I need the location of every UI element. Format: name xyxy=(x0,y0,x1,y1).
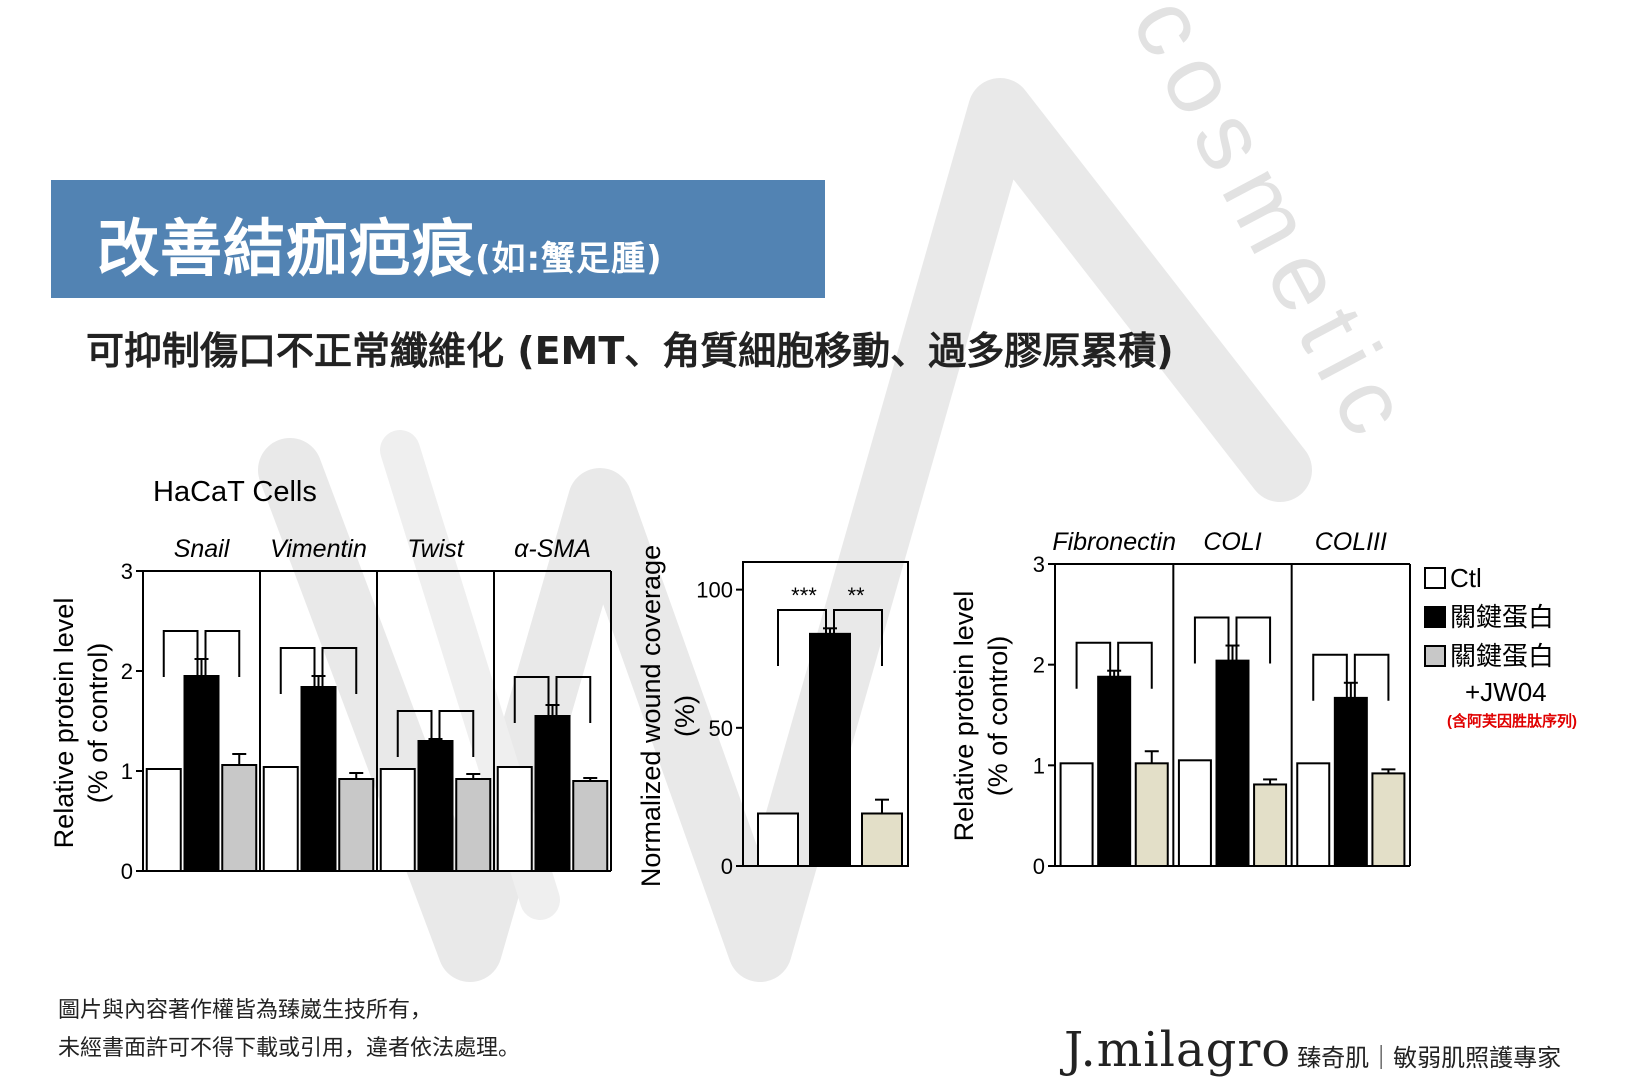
y-axis-label: (%) xyxy=(670,695,700,737)
bar xyxy=(1177,759,1212,867)
y-axis-label: (% of control) xyxy=(83,643,113,804)
significance-bracket xyxy=(513,676,550,723)
brand-logo: J.milagro xyxy=(1064,1022,1292,1078)
significance-bracket xyxy=(279,647,316,694)
watermark-text: cosmetic xyxy=(1130,0,1436,463)
significance-bracket xyxy=(555,676,592,723)
panel-label: COLI xyxy=(1203,528,1261,556)
y-axis-label: (% of control) xyxy=(983,636,1013,797)
y-tick-label: 2 xyxy=(1033,653,1045,678)
panel-label: COLIII xyxy=(1315,528,1387,556)
y-axis-label: Relative protein level xyxy=(49,598,79,849)
y-axis-label: Relative protein level xyxy=(949,591,979,842)
significance-bracket xyxy=(833,609,883,666)
y-tick-label: 3 xyxy=(121,559,133,584)
bar xyxy=(455,778,492,872)
bar xyxy=(1371,772,1406,867)
bar xyxy=(1059,762,1094,868)
copyright-notice: 圖片與內容著作權皆為臻崴生技所有， 未經書面許可不得下載或引用，違者依法處理。 xyxy=(58,992,520,1068)
y-tick-label: 0 xyxy=(1033,854,1045,879)
y-axis-label: Normalized wound coverage xyxy=(636,545,666,887)
bar xyxy=(221,764,258,872)
bar xyxy=(757,812,799,867)
bar xyxy=(1097,675,1132,867)
significance-bracket xyxy=(396,710,433,757)
bar xyxy=(496,766,533,872)
significance-bracket xyxy=(1312,653,1348,701)
y-tick-label: 100 xyxy=(696,578,733,603)
page-subtitle: 可抑制傷口不正常纖維化 (EMT、角質細胞移動、過多膠原累積) xyxy=(86,329,1174,373)
y-tick-label: 3 xyxy=(1033,552,1045,577)
legend-label: +JW04 xyxy=(1465,677,1547,707)
panel-label: Vimentin xyxy=(270,535,367,563)
y-tick-label: 1 xyxy=(1033,753,1045,778)
title-note: (如:蟹足腫) xyxy=(475,239,663,279)
legend-label: Ctl xyxy=(1450,563,1482,593)
significance-bracket xyxy=(1235,616,1272,664)
bar xyxy=(809,632,851,868)
y-tick-label: 50 xyxy=(709,716,733,741)
y-tick-label: 1 xyxy=(121,759,133,784)
y-tick-label: 0 xyxy=(121,859,133,884)
panel-label: α-SMA xyxy=(514,535,591,563)
legend-swatch xyxy=(1424,567,1446,589)
bar xyxy=(1253,783,1288,868)
legend-label: 關鍵蛋白 xyxy=(1450,641,1554,671)
bar xyxy=(262,766,299,872)
y-tick-label: 2 xyxy=(121,659,133,684)
chart-title: HaCaT Cells xyxy=(153,476,317,508)
title-text: 改善結痂疤痕 xyxy=(97,212,476,285)
legend-swatch xyxy=(1424,606,1446,628)
legend-label: 關鍵蛋白 xyxy=(1450,602,1554,632)
bar xyxy=(1333,696,1368,867)
panel-label: Snail xyxy=(174,535,231,563)
significance-bracket xyxy=(321,647,358,694)
copyright-line-1: 圖片與內容著作權皆為臻崴生技所有， xyxy=(58,998,433,1023)
bar xyxy=(145,768,182,872)
significance-bracket xyxy=(777,609,827,666)
bar xyxy=(1296,762,1331,868)
significance-bracket xyxy=(1353,653,1390,701)
brand-tagline: 臻奇肌｜敏弱肌照護專家 xyxy=(1297,1044,1562,1072)
bar xyxy=(861,812,903,867)
bar xyxy=(534,715,571,872)
brand-footer: J.milagro 臻奇肌｜敏弱肌照護專家 xyxy=(1064,1022,1561,1078)
bar xyxy=(572,780,609,872)
significance-label: *** xyxy=(791,583,817,608)
significance-bracket xyxy=(162,630,199,677)
bar xyxy=(183,675,220,872)
bar xyxy=(1134,762,1169,868)
significance-bracket xyxy=(1117,641,1153,689)
significance-bracket xyxy=(438,710,475,757)
significance-bracket xyxy=(1193,616,1230,664)
bar xyxy=(338,778,375,872)
bar xyxy=(300,686,337,872)
page-title: 改善結痂疤痕(如:蟹足腫) xyxy=(97,198,663,288)
bar xyxy=(417,740,454,872)
bar xyxy=(1215,659,1250,868)
copyright-line-2: 未經書面許可不得下載或引用，違者依法處理。 xyxy=(58,1036,521,1061)
y-tick-label: 0 xyxy=(721,854,733,879)
bar xyxy=(379,768,416,872)
significance-bracket xyxy=(204,630,241,677)
title-banner: 改善結痂疤痕(如:蟹足腫) xyxy=(51,180,825,298)
significance-label: ** xyxy=(847,583,865,608)
panel-label: Fibronectin xyxy=(1052,528,1176,556)
legend-swatch xyxy=(1424,645,1446,667)
legend-note: (含阿芙因胜肽序列) xyxy=(1447,712,1577,730)
panel-label: Twist xyxy=(407,535,465,563)
significance-bracket xyxy=(1075,641,1112,689)
